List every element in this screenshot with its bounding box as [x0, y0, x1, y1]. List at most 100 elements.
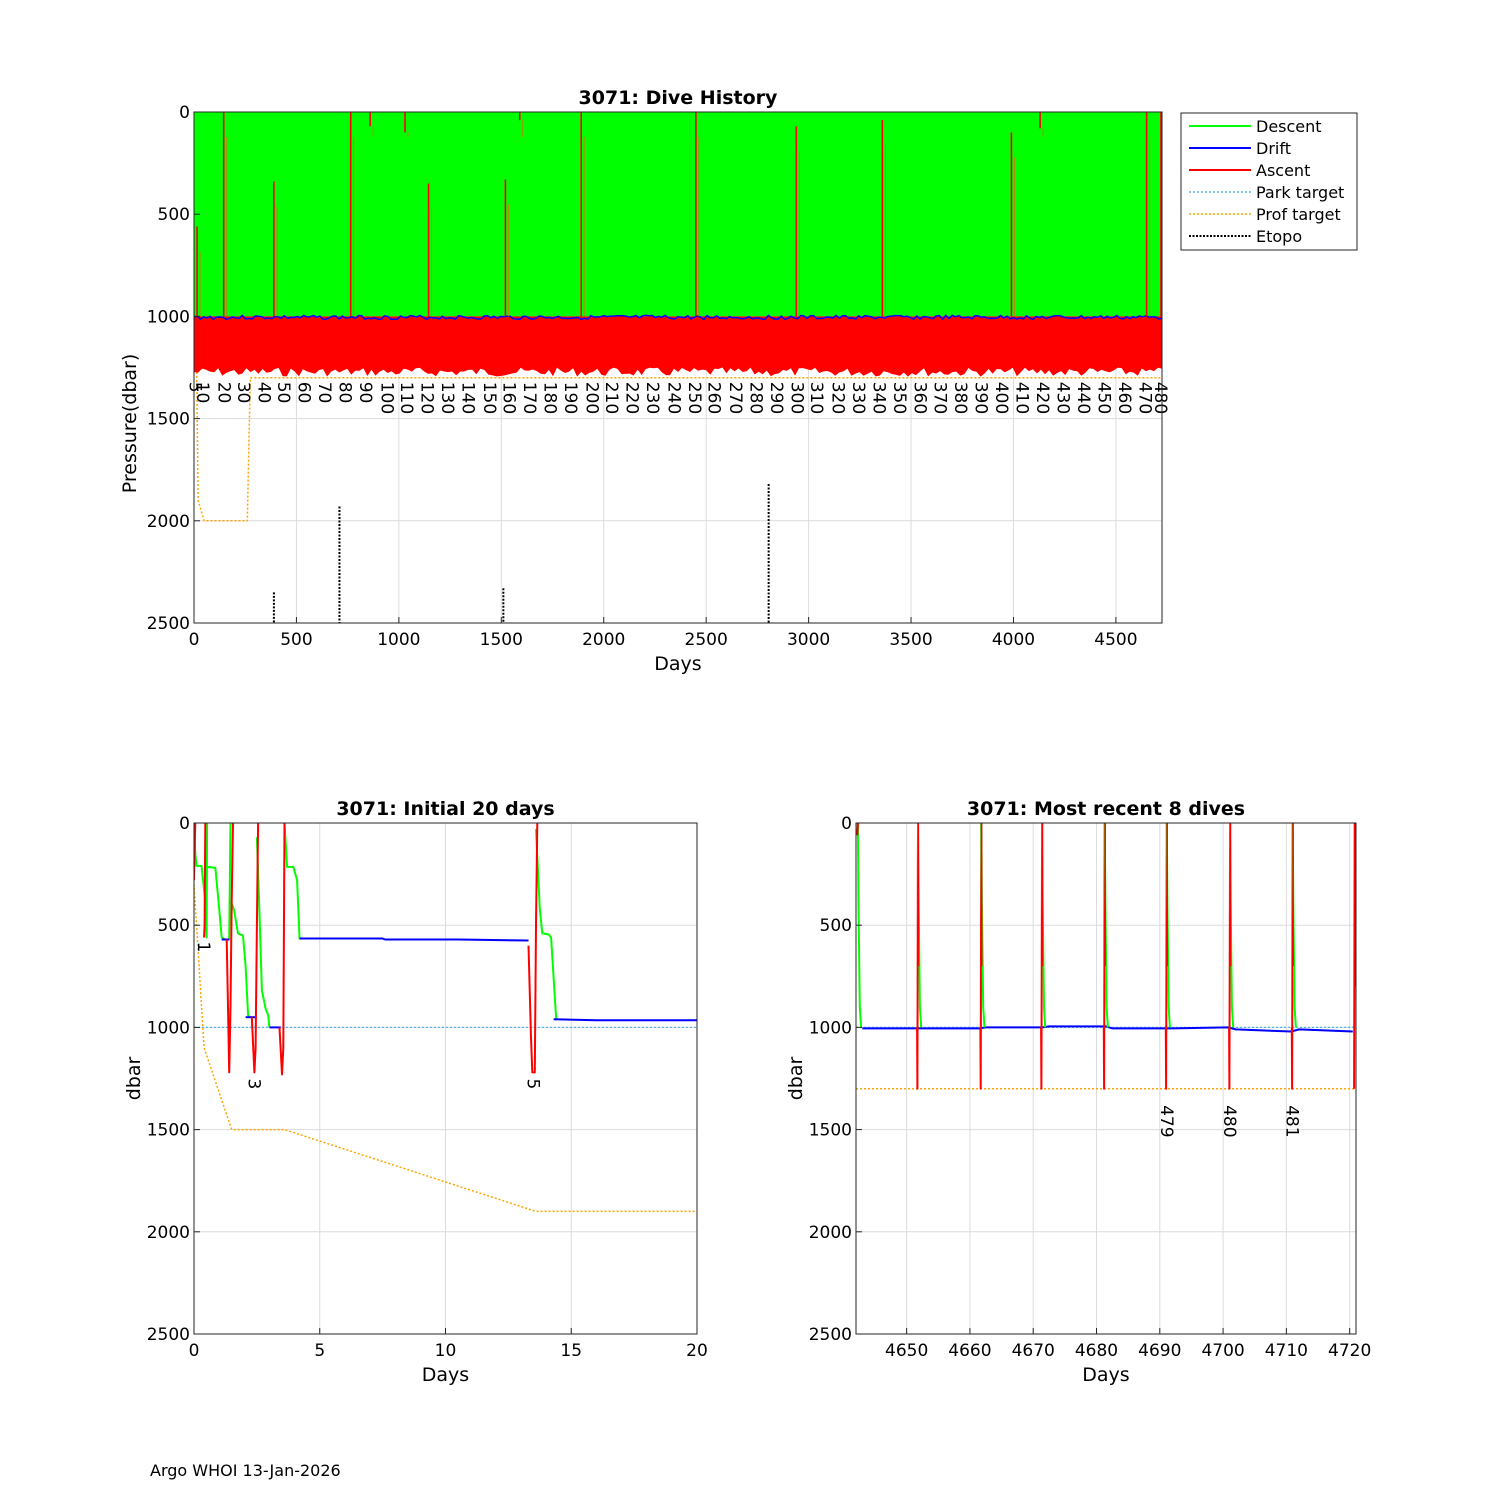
dive-number-label: 470 — [1135, 382, 1155, 414]
dive-number-label: 1 — [193, 942, 213, 953]
descent-band — [194, 112, 1162, 317]
dive-number-label: 270 — [725, 382, 745, 414]
dive-number-label: 300 — [786, 382, 806, 414]
y-tick-label: 500 — [158, 205, 190, 225]
dive-number-label: 140 — [458, 382, 478, 414]
drift-line — [553, 1018, 697, 1022]
y-tick-label: 1500 — [147, 1121, 190, 1141]
initial-plot-area: 1 3 5 — [193, 823, 697, 1213]
x-tick-label: 4000 — [992, 630, 1035, 650]
x-tick-label: 10 — [435, 1341, 457, 1361]
recent-plot-area: 479 480 481 — [856, 823, 1356, 1138]
x-tick-label: 4710 — [1265, 1341, 1308, 1361]
y-axis-label: Pressure(dbar) — [119, 354, 141, 494]
descent-line — [856, 823, 863, 1028]
dive-number-label: 80 — [335, 382, 355, 404]
x-tick-label: 3000 — [787, 630, 830, 650]
legend-entry: Descent — [1256, 117, 1322, 136]
dive-number-label: 460 — [1114, 382, 1134, 414]
descent-line — [194, 823, 209, 939]
x-tick-label: 4500 — [1094, 630, 1137, 650]
history-plot-area — [194, 112, 1162, 623]
ascent-line — [278, 823, 286, 1076]
y-tick-label: 2000 — [147, 1223, 190, 1243]
legend-entry: Drift — [1256, 139, 1291, 158]
dive-number-label: 3 — [243, 1079, 263, 1090]
y-tick-label: 500 — [158, 916, 190, 936]
dive-number-label: 350 — [889, 382, 909, 414]
prof-target-line — [194, 884, 697, 1213]
recent-frame: 4650 4660 4670 4680 4690 4700 4710 4720 0 500 1000… — [785, 798, 1371, 1386]
x-tick-label: 0 — [189, 1341, 200, 1361]
dive-number-label: 100 — [377, 382, 397, 414]
axes-box — [193, 111, 1163, 624]
x-tick-label: 15 — [560, 1341, 582, 1361]
x-tick-label: 4670 — [1012, 1341, 1055, 1361]
ascent-band — [194, 316, 1162, 377]
y-tick-label: 1000 — [147, 307, 190, 327]
y-tick-label: 1000 — [809, 1018, 852, 1038]
legend-box — [1180, 112, 1358, 251]
x-tick-label: 2500 — [685, 630, 728, 650]
x-tick-label: 4700 — [1201, 1341, 1244, 1361]
dive-number-label: 360 — [909, 382, 929, 414]
dive-number-label: 10 — [192, 382, 212, 404]
descent-line — [255, 837, 271, 1028]
y-tick-label: 1000 — [147, 1018, 190, 1038]
dive-number-label: 310 — [806, 382, 826, 414]
dive-number-label: 170 — [519, 382, 539, 414]
dive-number-label: 5 — [185, 382, 205, 393]
dive-number-label: 110 — [396, 382, 416, 414]
dive-number-label: 210 — [601, 382, 621, 414]
history-frame: 0 500 1000 1500 2000 2500 3000 3500 4000 4500 0 500… — [119, 87, 1163, 675]
dive-number-label: 340 — [868, 382, 888, 414]
x-tick-label: 20 — [686, 1341, 708, 1361]
dive-number-label: 60 — [294, 382, 314, 404]
descent-line — [535, 829, 558, 1020]
dive-number-label: 220 — [621, 382, 641, 414]
drift-line — [194, 314, 1162, 321]
dive-number-label: 480 — [1219, 1105, 1239, 1137]
initial-axes — [193, 822, 698, 1335]
dive-number-label: 40 — [254, 382, 274, 404]
legend-entry: Ascent — [1256, 161, 1310, 180]
chart-title: 3071: Dive History — [579, 87, 778, 109]
descent-line — [206, 823, 232, 941]
dive-number-label: 130 — [437, 382, 457, 414]
x-axis-label: Days — [654, 653, 701, 675]
dive-number-label: 190 — [560, 382, 580, 414]
x-tick-label: 4690 — [1138, 1341, 1181, 1361]
dive-number-label: 481 — [1282, 1105, 1302, 1137]
dive-number-label: 70 — [314, 382, 334, 404]
legend-entry: Etopo — [1256, 227, 1302, 246]
dive-number-label: 390 — [971, 382, 991, 414]
dive-number-label: 50 — [273, 382, 293, 404]
dive-number-label: 330 — [848, 382, 868, 414]
dive-number-label: 420 — [1032, 382, 1052, 414]
y-tick-label: 500 — [820, 916, 852, 936]
descent-line — [229, 900, 251, 1018]
x-tick-label: 2000 — [582, 630, 625, 650]
x-tick-label: 4680 — [1075, 1341, 1118, 1361]
y-axis-label: dbar — [123, 1057, 145, 1101]
legend-entry: Park target — [1256, 183, 1344, 202]
ascent-line — [250, 823, 260, 1074]
dive-number-label: 380 — [950, 382, 970, 414]
x-tick-label: 3500 — [889, 630, 932, 650]
dive-number-label: 410 — [1012, 382, 1032, 414]
y-tick-label: 1500 — [147, 410, 190, 430]
ascent-line — [527, 823, 539, 1074]
dive-number-label: 160 — [498, 382, 518, 414]
ascent-line — [1353, 823, 1356, 1089]
dive-number-label: 30 — [233, 382, 253, 404]
y-tick-label: 0 — [179, 814, 190, 834]
legend: Descent Drift Ascent Park target Prof target… — [1180, 112, 1358, 251]
x-tick-label: 4660 — [948, 1341, 991, 1361]
x-axis-label: Days — [422, 1364, 469, 1386]
dive-number-label: 90 — [355, 382, 375, 404]
dive-number-label: 320 — [827, 382, 847, 414]
dive-number-label: 150 — [479, 382, 499, 414]
y-tick-label: 2500 — [809, 1325, 852, 1345]
